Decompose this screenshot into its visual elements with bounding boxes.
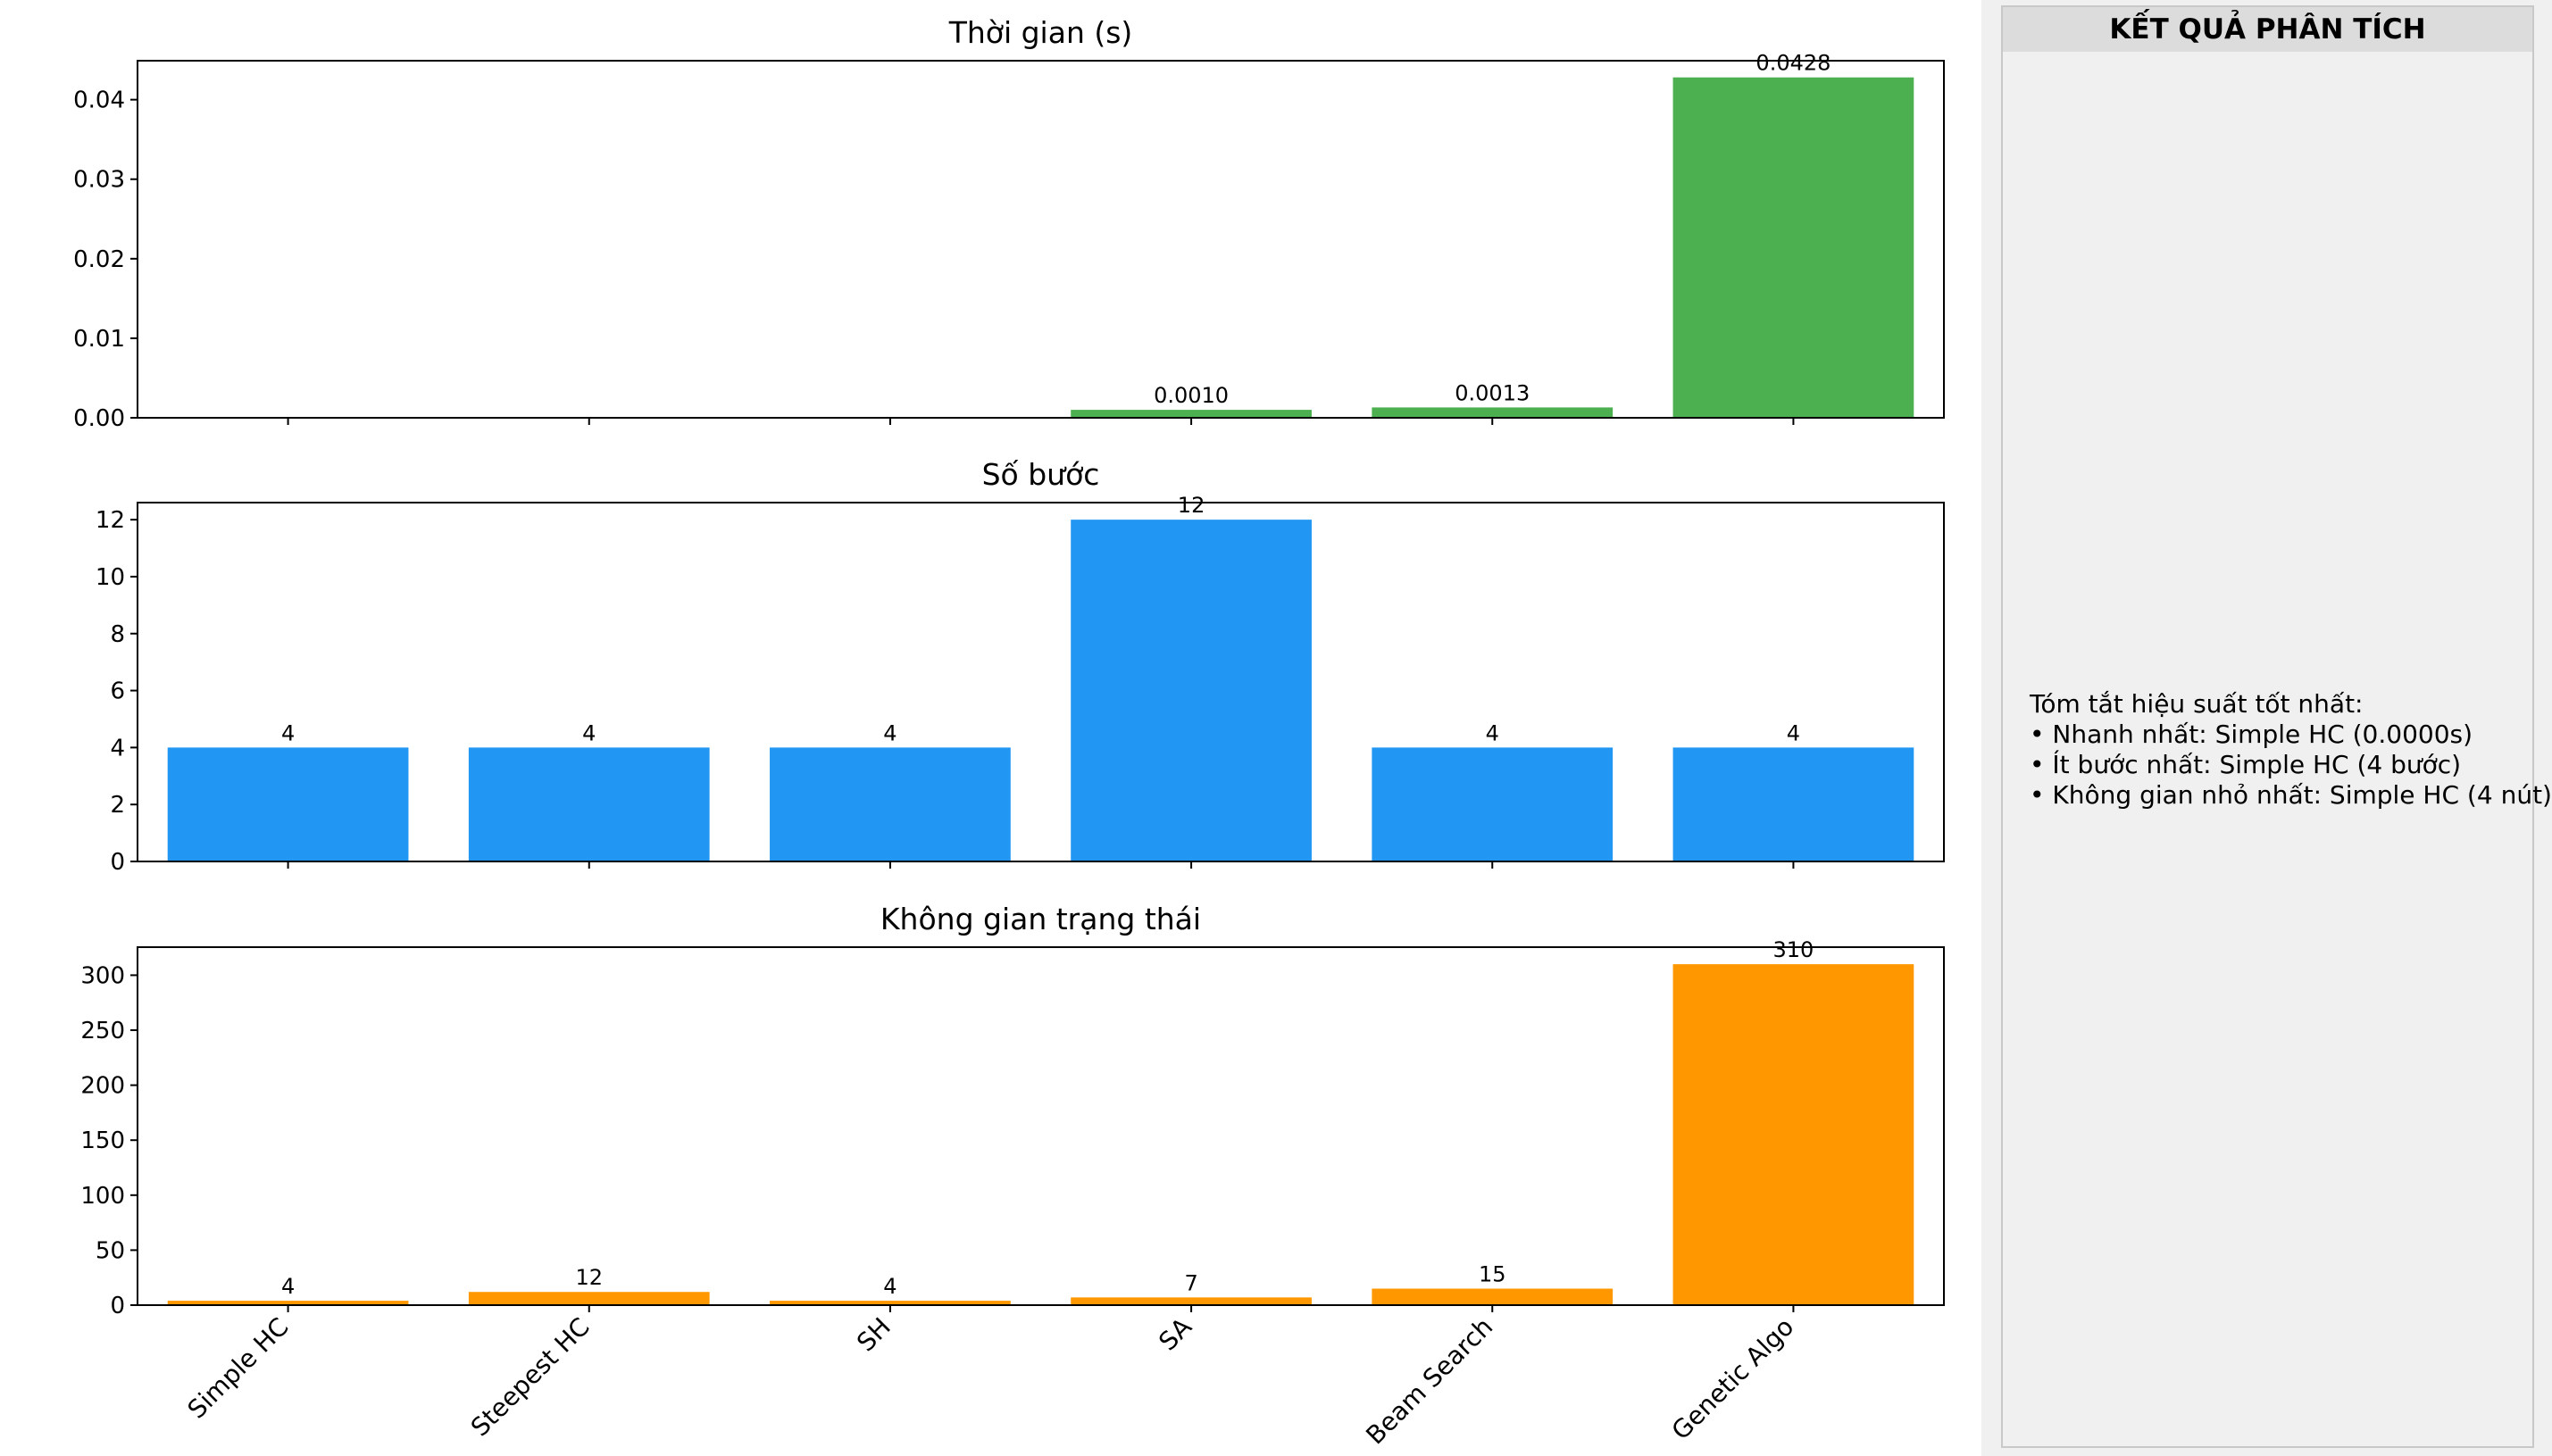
axes-frame [137,60,1945,419]
y-tick-label: 4 [110,735,125,761]
data-label: 4 [582,720,596,745]
x-tick-label: Simple HC [182,1312,295,1425]
axes-frame [137,946,1945,1306]
data-label: 4 [883,1274,897,1299]
data-label: 4 [883,720,897,745]
bar [1372,1288,1614,1305]
chart-title: Thời gian (s) [948,15,1133,50]
x-tick-label: Beam Search [1360,1312,1498,1451]
axes-frame [137,502,1945,862]
bar [468,747,710,861]
bar [167,1301,409,1305]
y-tick-label: 200 [80,1073,125,1100]
data-label: 310 [1773,937,1814,962]
bar [770,747,1011,861]
y-tick-label: 250 [80,1018,125,1044]
bar [1372,747,1614,861]
bar [1672,77,1914,418]
chart-area: Thời gian (s) 0.0010 0.0013 0.0428 0.00 0.01 0… [0,0,1981,1456]
y-tick-label: 2 [110,792,125,819]
bar [1071,520,1312,861]
y-tick-label: 0 [110,849,125,876]
bar [468,1292,710,1305]
y-tick-label: 0.01 [73,326,125,353]
data-label: 0.0010 [1154,383,1229,408]
summary-heading: Tóm tắt hiệu suất tốt nhất: [2030,689,2364,719]
y-tick-label: 150 [80,1127,125,1154]
panel-title: KẾT QUẢ PHÂN TÍCH [2003,7,2532,52]
x-tick-label: Genetic Algo [1666,1312,1800,1446]
y-tick-label: 10 [96,564,125,591]
bar [1672,747,1914,861]
y-tick-label: 100 [80,1183,125,1210]
data-label: 0.0013 [1455,380,1530,405]
data-label: 7 [1184,1270,1197,1295]
analysis-panel: KẾT QUẢ PHÂN TÍCH Tóm tắt hiệu suất tốt … [2001,5,2552,1448]
x-tick-label: SA [1153,1312,1197,1357]
chart-title: Không gian trạng thái [880,902,1201,936]
bar [167,747,409,861]
data-label: 12 [1178,493,1205,518]
data-label: 0.0428 [1756,51,1831,76]
summary-text: Tóm tắt hiệu suất tốt nhất: • Nhanh nhất… [2030,689,2552,811]
x-tick-label: Steepest HC [465,1312,596,1443]
y-tick-label: 0 [110,1293,125,1319]
summary-smallest-space: • Không gian nhỏ nhất: Simple HC (4 nút) [2030,780,2552,810]
summary-fastest: • Nhanh nhất: Simple HC (0.0000s) [2030,720,2473,749]
bar [1372,407,1614,418]
y-tick-label: 0.03 [73,167,125,194]
data-label: 4 [1486,720,1499,745]
chart-title: Số bước [982,457,1100,492]
data-label: 4 [1787,720,1800,745]
data-label: 15 [1479,1262,1506,1287]
y-tick-label: 12 [96,507,125,534]
y-tick-label: 0.00 [73,405,125,432]
y-tick-label: 0.02 [73,246,125,273]
y-tick-label: 0.04 [73,87,125,114]
y-tick-label: 50 [96,1237,125,1264]
data-label: 4 [281,720,295,745]
data-label: 12 [575,1265,603,1290]
charts-canvas: Thời gian (s)0.0010 0.00130.04280.000.010… [73,15,1945,1451]
bar [1672,964,1914,1305]
y-tick-label: 6 [110,678,125,705]
bar [770,1301,1011,1305]
y-tick-label: 300 [80,962,125,989]
bar [1071,1297,1312,1305]
data-label: 4 [281,1274,295,1299]
bar [1071,410,1312,418]
x-tick-label: SH [851,1312,897,1358]
y-tick-label: 8 [110,621,125,648]
summary-fewest-steps: • Ít bước nhất: Simple HC (4 bước) [2030,750,2462,779]
